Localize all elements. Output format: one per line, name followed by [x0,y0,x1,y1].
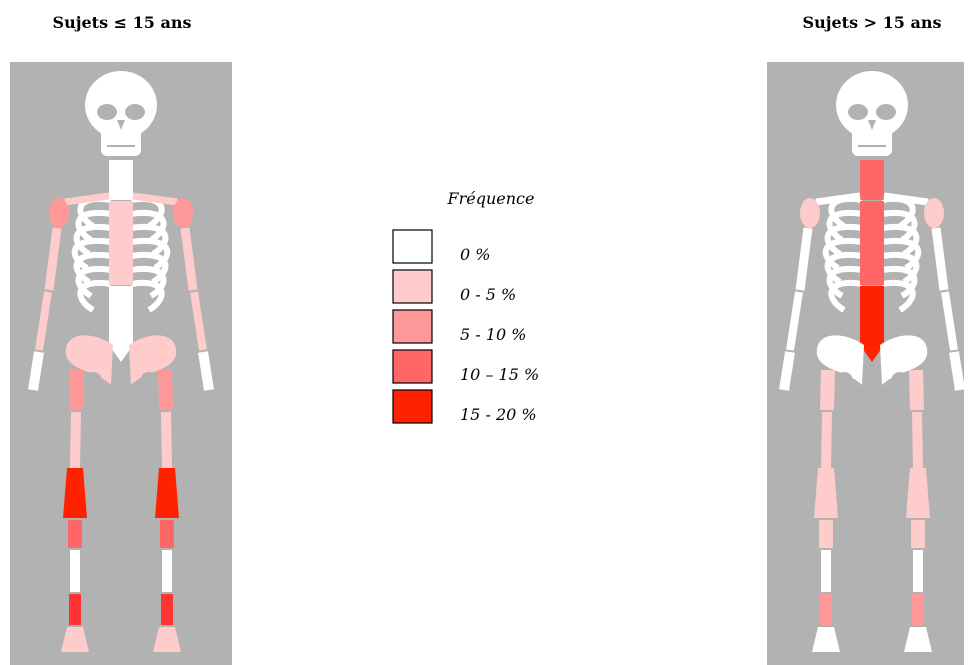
femur-upper [916,370,917,410]
eye-socket [876,104,896,120]
femur [75,412,76,468]
legend: 0 % 0 - 5 % 5 - 10 % 10 – 15 % 15 - 20 % [393,230,539,424]
legend-label: 10 – 15 % [460,365,539,384]
pelvis-hole [892,372,908,384]
femur-upper [827,370,828,410]
shoulder [173,198,193,228]
femur [826,412,827,468]
legend-label: 0 - 5 % [460,285,516,304]
knee [155,468,179,518]
shoulder [49,198,69,228]
knee [814,468,838,518]
legend-label: 15 - 20 % [460,405,537,424]
hand [784,352,790,390]
thoracic-spine [860,201,884,285]
legend-swatch [393,350,432,383]
legend-title: Fréquence [447,189,535,208]
jaw [852,128,892,156]
knee [63,468,87,518]
panel-title: Sujets > 15 ans [803,13,942,32]
thoracic-spine [109,201,133,285]
knee [906,468,930,518]
jaw [101,128,141,156]
eye-socket [125,104,145,120]
eye-socket [848,104,868,120]
femur-upper [165,370,166,410]
legend-swatch [393,310,432,343]
hand [954,352,960,390]
femur-upper [76,370,77,410]
shoulder [800,198,820,228]
legend-label: 0 % [460,245,490,264]
femur [917,412,918,468]
cervical-spine [860,160,884,200]
legend-swatch [393,230,432,263]
hand [33,352,39,390]
legend-label: 5 - 10 % [460,325,526,344]
panel-title: Sujets ≤ 15 ans [53,13,192,32]
hand [203,352,209,390]
shoulder [924,198,944,228]
legend-swatch [393,270,432,303]
eye-socket [97,104,117,120]
pelvis-hole [836,372,852,384]
femur [166,412,167,468]
pelvis-hole [141,372,157,384]
legend-swatch [393,390,432,423]
pelvis-hole [85,372,101,384]
page: Sujets ≤ 15 ans Sujets > 15 ans Fréquenc… [0,0,974,665]
cervical-spine [109,160,133,200]
